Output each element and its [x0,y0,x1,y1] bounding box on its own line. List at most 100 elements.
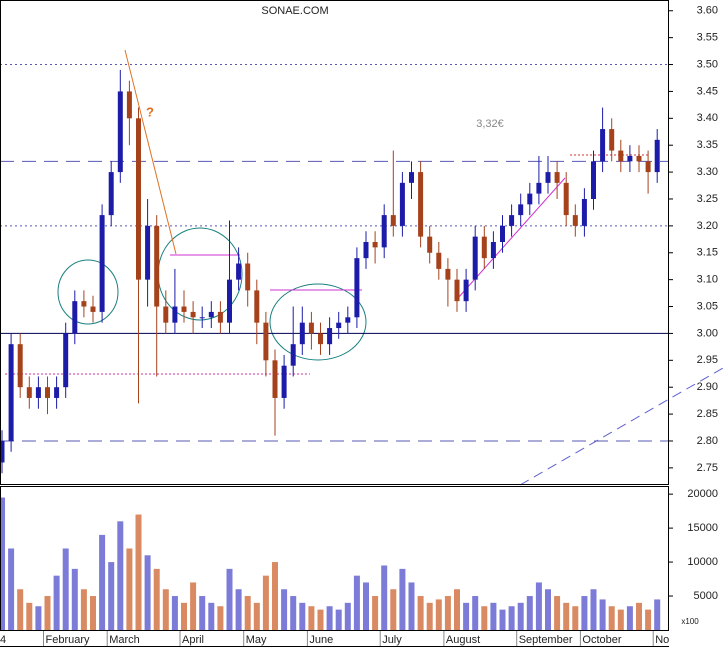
x-tick-label: No [655,634,669,646]
volume-bar [372,596,379,630]
volume-bar [117,521,124,630]
y-tick-label: 5000 [694,590,718,602]
candle-body [99,215,105,312]
volume-bar [253,602,260,630]
volume-bar [654,599,661,630]
volume-bar [0,497,5,630]
candle-body [199,317,205,319]
volume-bar [181,602,187,630]
volume-bar [435,599,442,630]
candle-body [117,91,123,173]
x-tick-label: September [519,634,573,646]
unit-note: x100 [681,617,699,626]
price-panel [0,49,723,486]
y-tick-label: 2.75 [697,462,718,474]
y-tick-label: 3.25 [697,193,718,205]
candle-body [409,172,414,183]
candle-body [454,279,460,302]
volume-bar [226,568,233,630]
x-tick-label: October [582,634,621,646]
candle-body [554,172,560,183]
price-frame [0,0,669,485]
x-tick-label: February [46,634,91,646]
candle-body [336,322,342,329]
candle-body [90,306,96,312]
y-tick-label: 3.00 [697,327,718,339]
y-tick-label: 3.05 [697,300,718,312]
volume-bar [563,602,570,630]
candle-body [163,306,169,323]
candle-body [154,225,160,307]
candle-body [72,301,78,334]
candle-body [236,263,242,280]
volume-bar [626,606,633,630]
volume-bar [408,582,415,630]
volume-bar [281,589,288,630]
y-tick-label: 2.85 [697,408,718,420]
y-tick-label: 3.35 [697,139,718,151]
y-tick-label: 3.30 [697,166,718,178]
volume-bar [363,582,369,630]
x-tick-label: May [246,634,267,646]
candle-body [490,242,496,259]
candle-body [263,322,269,361]
volume-bar [153,568,160,630]
x-tick-label: March [109,634,140,646]
volume-bar [108,562,115,630]
candle-body [418,172,424,237]
circle-shape [269,283,367,361]
volume-bar [44,596,51,630]
candle-body [227,279,232,323]
candle-body [126,91,132,119]
y-tick-label: 3.10 [697,274,718,286]
candle-body [427,236,433,253]
candle-body [500,225,505,242]
candle-body [354,258,360,318]
y-tick-label: 2.90 [697,381,718,393]
volume-bar [99,534,106,630]
volume-bar [472,596,479,630]
volume-bar [208,602,215,630]
candle-body [609,129,615,151]
volume-bar [308,606,315,630]
volume-bar [299,602,306,630]
candle-body [645,161,651,173]
volume-bar [199,596,206,630]
volume-bar [645,609,652,630]
volume-bar [17,589,24,630]
volume-bar [144,555,151,630]
volume-bar [444,596,451,630]
volume-bar [581,596,588,630]
candle-body [563,182,569,216]
candle-body [463,279,469,302]
volume-bar [590,589,597,630]
candle-body [399,182,405,226]
candle-body [54,387,60,398]
volume-bar [8,548,15,630]
candle-body [272,360,278,398]
y-tick-label: 3.45 [697,85,718,97]
candle-body [35,387,41,398]
candle-body [390,215,396,226]
x-tick-label: 4 [0,634,6,646]
volume-bar [71,568,78,630]
volume-bar [135,514,142,630]
volume-bar [217,606,224,630]
candle-body [636,155,642,162]
volume-bar [90,596,96,630]
x-tick-label: August [446,634,480,646]
volume-bar [26,602,33,630]
y-tick-label: 2.95 [697,354,718,366]
candle-body [591,161,596,199]
candle-body [327,328,333,345]
candle-body [208,311,214,318]
y-tick-label: 20000 [687,488,718,500]
candle-body [190,311,196,318]
volume-bar [399,568,406,630]
candle-body [17,344,23,388]
y-tick-label: 3.55 [697,32,718,44]
volume-bar [171,596,178,630]
candle-body [81,301,87,307]
